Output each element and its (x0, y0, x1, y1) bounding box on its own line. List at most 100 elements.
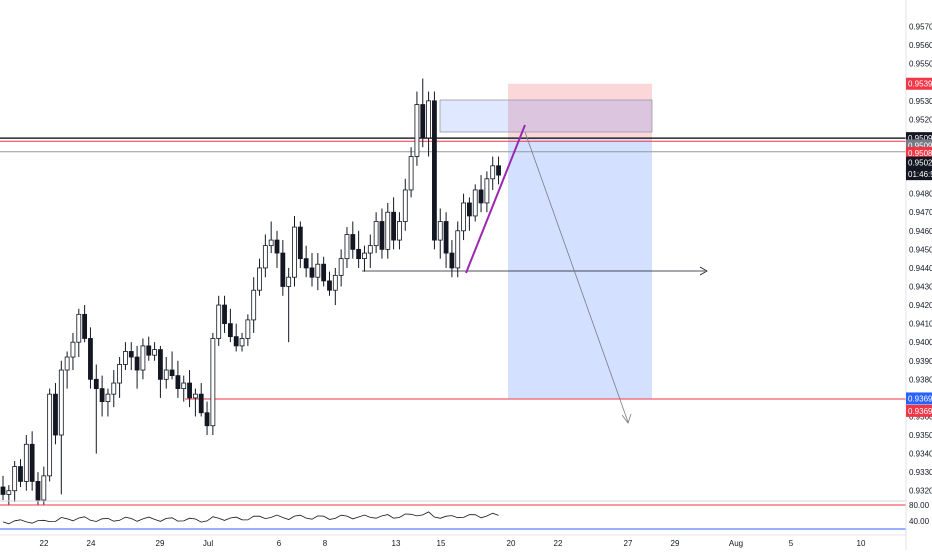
drawings[interactable] (362, 124, 708, 424)
price-tag[interactable] (906, 146, 932, 159)
candle-body (169, 369, 175, 377)
candle-body (187, 382, 192, 399)
candle-body (420, 104, 426, 139)
time-axis-label: 6 (277, 539, 282, 548)
candle-body (82, 313, 88, 339)
candle-body (315, 263, 321, 278)
time-axis[interactable]: 22 24 29 Jul 6 8 13 15 20 22 27 29 Aug 5 10 (0, 534, 906, 548)
price-tag[interactable] (906, 156, 932, 169)
candle-body (152, 349, 157, 356)
candle-body (490, 165, 496, 180)
candle-body (309, 267, 315, 278)
candle-body (163, 369, 169, 380)
candle-body (466, 202, 472, 217)
candle-body (216, 304, 222, 339)
candle-body (432, 100, 437, 241)
time-axis-label: 24 (87, 539, 96, 548)
candle-body (23, 443, 29, 482)
rsi-axis-label: 80.00 (909, 501, 930, 510)
price-tag[interactable] (906, 392, 932, 405)
candle-body (140, 345, 146, 371)
candle-body (105, 393, 111, 402)
candle-body (478, 189, 484, 204)
time-axis-label: 10 (857, 539, 866, 548)
time-axis-label: 13 (392, 539, 401, 548)
candle-body (204, 412, 210, 427)
rsi-axis-label: 40.00 (909, 517, 930, 526)
candle-body (327, 280, 332, 291)
time-axis-label: 29 (671, 539, 680, 548)
ray-arrowhead (699, 266, 708, 276)
time-axis-label: 15 (437, 539, 446, 548)
stop-loss-zone[interactable] (508, 83, 652, 139)
candle-body (455, 230, 461, 269)
candle-body (443, 221, 449, 254)
candle-body (192, 393, 198, 399)
candle-body (47, 393, 53, 477)
candle-series (0, 78, 501, 506)
candle-body (245, 319, 251, 339)
candle-body (338, 258, 344, 276)
candle-body (385, 211, 391, 250)
candle-body (146, 345, 152, 356)
price-tag-label: 0.95098 (908, 141, 932, 150)
candle-body (64, 356, 70, 371)
price-tag[interactable] (906, 168, 932, 181)
candle-body (408, 156, 414, 191)
take-profit-zone[interactable] (508, 138, 652, 399)
candle-body (134, 356, 140, 371)
candle-body (158, 349, 163, 380)
candle-body (373, 221, 379, 247)
candle-body (379, 221, 385, 250)
position-tool[interactable] (439, 83, 653, 399)
candle-body (88, 338, 93, 380)
candle-body (350, 234, 356, 250)
candle-body (93, 378, 99, 390)
candle-body (210, 338, 216, 427)
candle-body (175, 375, 181, 390)
projection-arrow[interactable] (524, 131, 629, 423)
candle-body (128, 351, 134, 358)
price-tag[interactable] (906, 77, 932, 90)
price-tag-label: 01:46:53 (908, 170, 932, 179)
candle-body (321, 263, 327, 282)
candle-body (391, 211, 397, 241)
trend-line[interactable] (465, 124, 526, 274)
time-axis-label: 22 (554, 539, 563, 548)
candle-body (0, 486, 6, 495)
highlight-rectangle[interactable] (439, 99, 653, 133)
candle-body (6, 490, 12, 495)
candle-body (362, 252, 367, 260)
candle-body (257, 267, 262, 291)
time-axis-label: 5 (789, 539, 794, 548)
candle-body (356, 248, 362, 260)
candle-body (367, 245, 373, 254)
candle-body (449, 252, 455, 269)
candle-body (29, 443, 35, 482)
candle-body (496, 165, 501, 176)
price-tag[interactable] (906, 404, 932, 417)
candle-body (274, 239, 280, 254)
candle-body (402, 189, 408, 222)
candle-body (344, 234, 350, 260)
time-axis-label: 22 (40, 539, 49, 548)
time-axis-label: Aug (729, 539, 743, 548)
price-axis[interactable]: 0.957000.956000.955000.954000.953000.952… (905, 0, 932, 550)
candle-body (41, 475, 47, 501)
candle-body (426, 100, 431, 139)
candle-body (18, 466, 23, 482)
horizontal-levels[interactable] (0, 137, 906, 400)
